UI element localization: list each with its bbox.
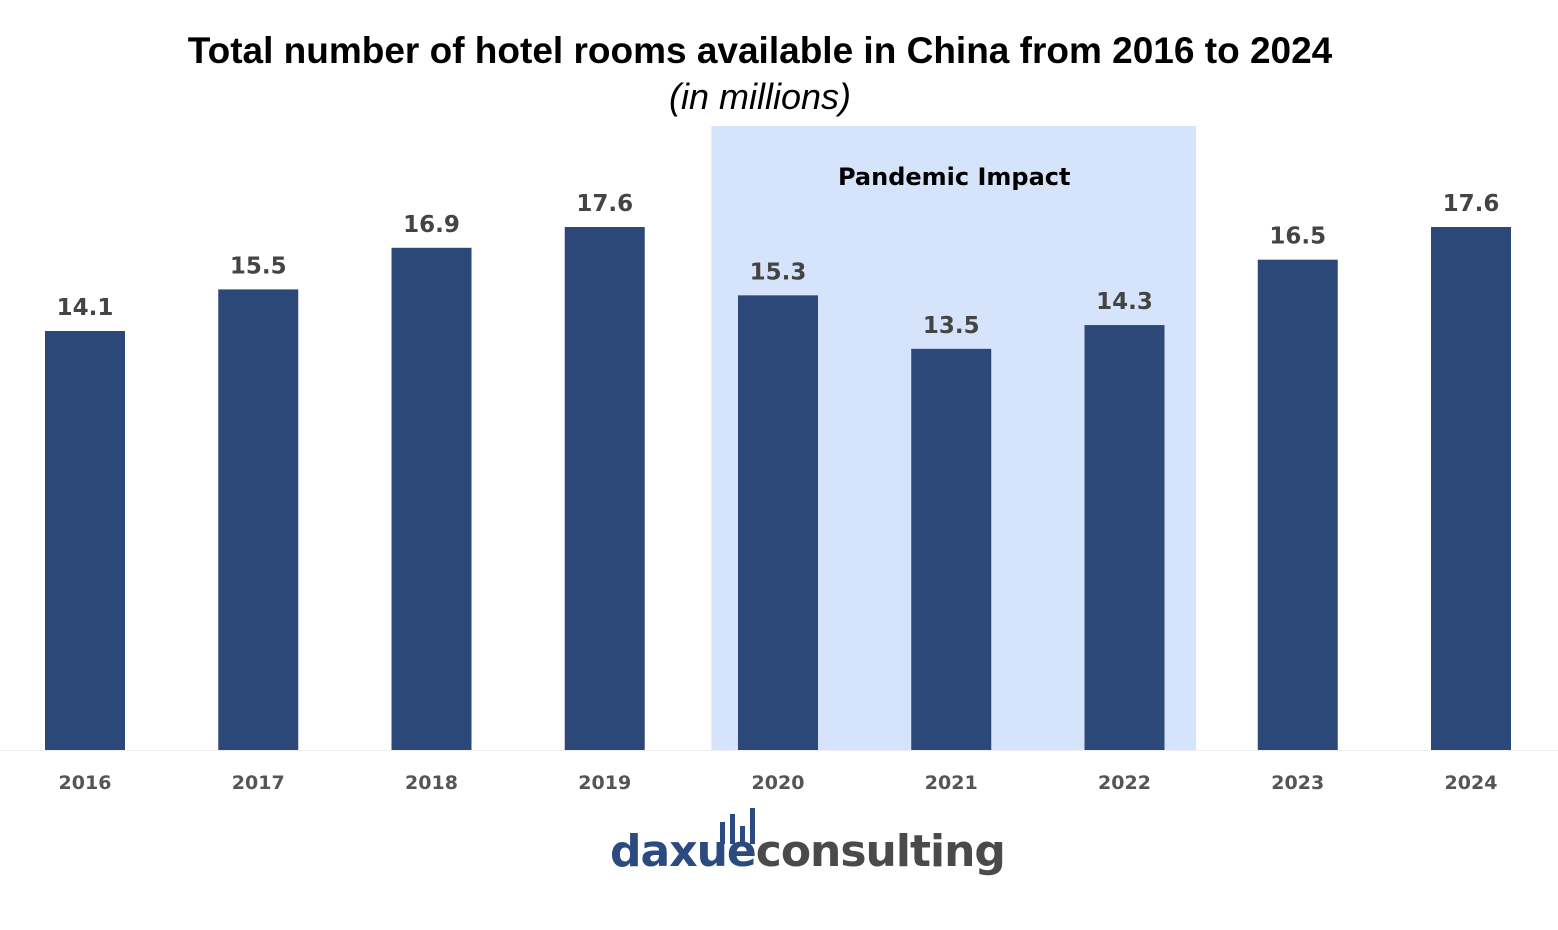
pandemic-impact-label: Pandemic Impact bbox=[838, 163, 1071, 191]
value-label-2024: 17.6 bbox=[1443, 191, 1500, 217]
chart-subtitle: (in millions) bbox=[668, 76, 852, 117]
x-tick-label-2023: 2023 bbox=[1271, 772, 1324, 794]
value-label-2022: 14.3 bbox=[1096, 289, 1153, 315]
bar-2020 bbox=[738, 295, 818, 750]
chart-title: Total number of hotel rooms available in… bbox=[187, 30, 1333, 71]
value-label-2023: 16.5 bbox=[1269, 224, 1326, 250]
x-tick-label-2024: 2024 bbox=[1445, 772, 1498, 794]
bar-2016 bbox=[45, 331, 125, 750]
value-label-2020: 15.3 bbox=[750, 259, 807, 285]
bar-2019 bbox=[564, 227, 645, 750]
x-tick-label-2019: 2019 bbox=[578, 772, 631, 794]
logo-text-consulting: consulting bbox=[755, 826, 1006, 877]
bar-2022 bbox=[1084, 325, 1165, 750]
logo-text-daxue: daxue bbox=[610, 826, 757, 877]
value-label-2016: 14.1 bbox=[57, 295, 114, 321]
x-tick-label-2016: 2016 bbox=[59, 772, 112, 794]
bar-2023 bbox=[1257, 259, 1338, 750]
bar-2018 bbox=[391, 247, 472, 750]
x-tick-label-2021: 2021 bbox=[925, 772, 978, 794]
daxue-consulting-logo: daxueconsulting bbox=[610, 806, 1006, 886]
value-label-2019: 17.6 bbox=[576, 191, 633, 217]
bar-2017 bbox=[218, 289, 299, 750]
bar-graph-icon bbox=[720, 808, 755, 844]
value-label-2021: 13.5 bbox=[923, 313, 980, 339]
x-tick-label-2018: 2018 bbox=[405, 772, 458, 794]
x-tick-label-2017: 2017 bbox=[232, 772, 285, 794]
logo-text: daxueconsulting bbox=[610, 826, 1006, 877]
bar-2021 bbox=[911, 348, 992, 750]
value-label-2017: 15.5 bbox=[230, 253, 287, 279]
bar-2024 bbox=[1431, 227, 1511, 750]
value-label-2018: 16.9 bbox=[403, 212, 460, 238]
x-tick-label-2020: 2020 bbox=[752, 772, 805, 794]
x-tick-label-2022: 2022 bbox=[1098, 772, 1151, 794]
